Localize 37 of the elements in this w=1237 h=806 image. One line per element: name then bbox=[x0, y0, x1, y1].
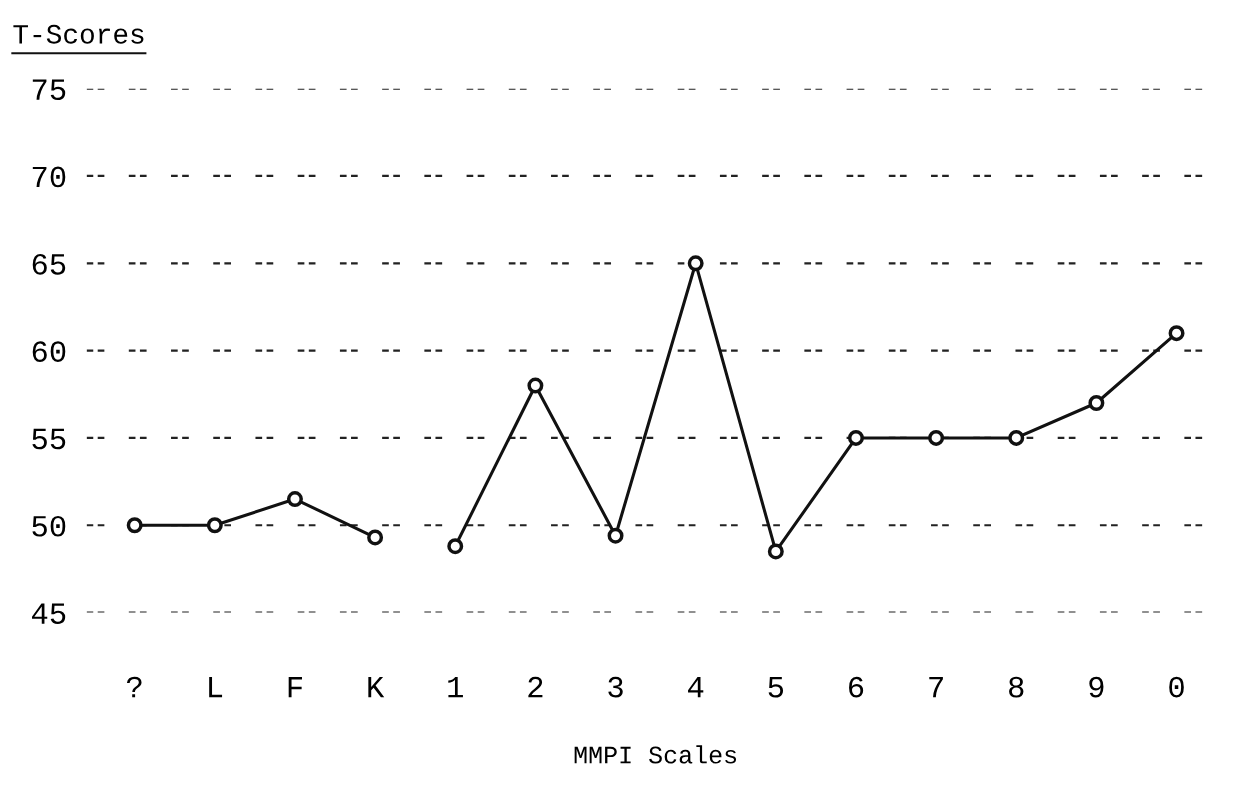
point bbox=[527, 377, 544, 394]
x-tick-label: F bbox=[288, 677, 302, 698]
point bbox=[928, 429, 945, 446]
point bbox=[447, 538, 464, 555]
y-tick-label: 65 bbox=[32, 253, 66, 275]
y-tick-label: 45 bbox=[32, 603, 66, 624]
x-tick-label: ? bbox=[126, 676, 142, 698]
y-tick-label: 75 bbox=[32, 79, 66, 101]
x-tick-label: 8 bbox=[1009, 676, 1024, 698]
x-tick-label: L bbox=[209, 677, 223, 698]
y-tick-label: 55 bbox=[32, 428, 66, 450]
x-tick-label: 9 bbox=[1089, 676, 1104, 698]
point bbox=[607, 527, 624, 544]
point bbox=[206, 517, 223, 534]
x-tick-label: 4 bbox=[688, 677, 704, 698]
point bbox=[1008, 429, 1025, 446]
point bbox=[126, 517, 143, 534]
point bbox=[847, 429, 864, 446]
point bbox=[687, 255, 704, 272]
x-tick-label: 3 bbox=[608, 676, 623, 698]
x-tick-label: 2 bbox=[528, 676, 543, 698]
y-tick-label: 70 bbox=[32, 166, 66, 188]
x-tick-label: 6 bbox=[849, 676, 864, 698]
y-tick-label: 60 bbox=[32, 341, 66, 362]
x-tick-label: 7 bbox=[929, 677, 943, 698]
point bbox=[367, 529, 384, 546]
chart-title: T-Scores bbox=[13, 24, 144, 44]
x-tick-label: 5 bbox=[768, 677, 784, 698]
point bbox=[767, 543, 784, 560]
point bbox=[1168, 325, 1185, 342]
x-tick-label: K bbox=[368, 677, 385, 698]
x-tick-label: 1 bbox=[448, 677, 463, 698]
y-tick-label: 50 bbox=[32, 515, 66, 537]
x-axis-title: MMPI Scales bbox=[574, 745, 737, 764]
x-tick-label: 0 bbox=[1169, 676, 1184, 698]
point bbox=[286, 491, 303, 508]
point bbox=[1088, 395, 1105, 411]
